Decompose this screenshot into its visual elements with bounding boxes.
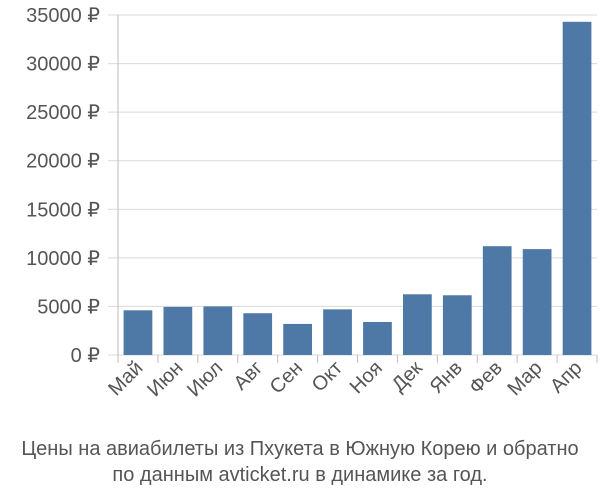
x-tick-label: Фев [465,357,507,399]
bar-3 [203,306,233,355]
bar-11 [522,249,552,355]
y-tick-label: 25000 ₽ [26,102,100,124]
x-tick-label: Май [104,357,147,400]
y-tick-label: 10000 ₽ [26,248,100,270]
x-tick-label: Ноя [346,357,387,398]
bar-5 [283,323,312,355]
bar-2 [163,306,193,355]
x-tick-label: Сен [266,357,307,398]
y-tick-label: 35000 ₽ [26,5,100,27]
y-tick-label: 30000 ₽ [26,54,100,76]
bar-4 [243,313,273,355]
bar-chart: 0 ₽ 5000 ₽ 10000 ₽ 15000 ₽ 20000 ₽ 25000 ₽ 300… [26,5,598,401]
x-tick-label: Апр [546,357,587,398]
bar-6 [323,309,352,355]
x-tick-label: Авг [230,357,268,395]
x-tick-label: Мар [503,357,546,400]
y-tick-label: 15000 ₽ [26,199,100,221]
x-tick-label: Июл [183,357,227,401]
bar-7 [363,321,392,355]
y-tick-label: 0 ₽ [71,345,101,367]
bar-9 [442,295,472,355]
x-tick-label: Июн [143,357,187,401]
bar-1 [123,310,153,355]
x-tick-label: Дек [388,357,427,396]
chart-caption-line-2: по данным avticket.ru в динамике за год. [112,464,488,486]
bar-10 [482,246,512,355]
y-tick-label: 20000 ₽ [26,151,100,173]
bar-8 [403,294,432,355]
x-tick-label: Окт [308,357,347,396]
bar-12 [562,21,592,356]
y-tick-label: 5000 ₽ [37,296,100,318]
chart-caption-line-1: Цены на авиабилеты из Пхукета в Южную Ко… [21,438,579,460]
x-tick-label: Янв [426,357,467,398]
